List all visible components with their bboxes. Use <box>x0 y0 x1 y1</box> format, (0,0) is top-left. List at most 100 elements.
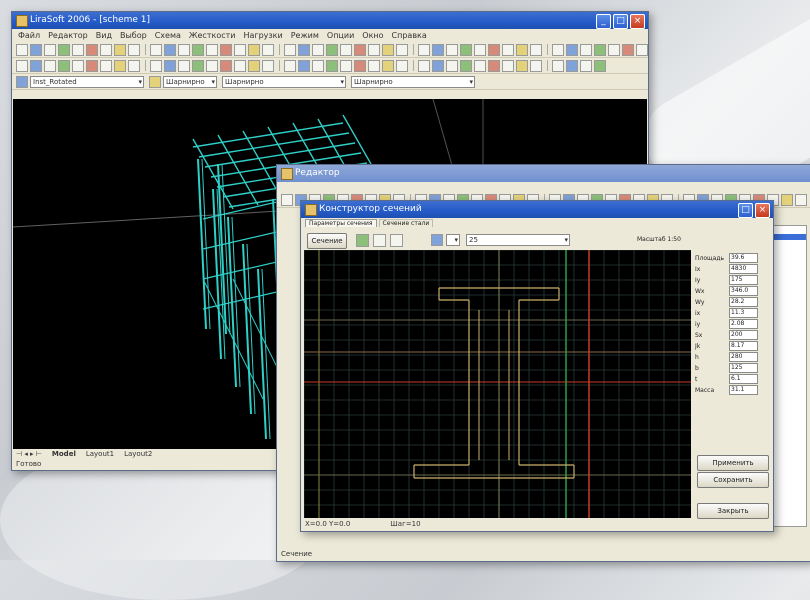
dimension-toggle-icon[interactable] <box>390 234 403 247</box>
toolbar-tool-icon[interactable] <box>552 43 564 56</box>
toolbar-tool-icon[interactable] <box>781 193 793 206</box>
toolbar-tool-icon[interactable] <box>622 43 634 56</box>
prop-value[interactable]: 4830 <box>729 264 758 274</box>
toolbar-tool-icon[interactable] <box>58 43 70 56</box>
menu-item[interactable]: Нагрузки <box>243 31 283 40</box>
section-canvas[interactable] <box>304 250 691 518</box>
toolbar-tool-icon[interactable] <box>164 59 176 72</box>
layer-combo[interactable]: Inst_Rotated <box>30 75 144 88</box>
prop-value[interactable]: 200 <box>729 330 758 340</box>
toolbar-tool-icon[interactable] <box>248 59 260 72</box>
toolbar-tool-icon[interactable] <box>396 43 408 56</box>
toolbar-tool-icon[interactable] <box>418 59 430 72</box>
close-dialog-button[interactable]: Закрыть <box>697 503 769 519</box>
menu-item[interactable]: Опции <box>326 31 355 40</box>
toolbar-tool-icon[interactable] <box>368 59 380 72</box>
toolbar-tool-icon[interactable] <box>552 59 564 72</box>
toolbar-tool-icon[interactable] <box>488 43 500 56</box>
toolbar-tool-icon[interactable] <box>262 43 274 56</box>
toolbar-tool-icon[interactable] <box>220 59 232 72</box>
toolbar-tool-icon[interactable] <box>460 43 472 56</box>
maximize-button[interactable]: □ <box>613 14 628 29</box>
toolbar-tool-icon[interactable] <box>72 43 84 56</box>
toolbar-tool-icon[interactable] <box>284 43 296 56</box>
toolbar-tool-icon[interactable] <box>128 59 140 72</box>
menu-item[interactable]: Режим <box>290 31 319 40</box>
toolbar-tool-icon[interactable] <box>44 59 56 72</box>
toolbar-tool-icon[interactable] <box>178 43 190 56</box>
toolbar-tool-icon[interactable] <box>312 59 324 72</box>
toolbar-tool-icon[interactable] <box>594 59 606 72</box>
toolbar-tool-icon[interactable] <box>326 59 338 72</box>
layer-icon[interactable] <box>16 75 28 88</box>
toolbar-tool-icon[interactable] <box>432 43 444 56</box>
lineweight-combo[interactable]: Шарнирно <box>351 75 475 88</box>
prop-value[interactable]: 39.6 <box>729 253 758 263</box>
toolbar-tool-icon[interactable] <box>100 59 112 72</box>
minimize-button[interactable]: _ <box>596 14 611 29</box>
toolbar-tool-icon[interactable] <box>206 59 218 72</box>
toolbar-tool-icon[interactable] <box>284 59 296 72</box>
menu-item[interactable]: Жесткости <box>188 31 236 40</box>
save-button[interactable]: Сохранить <box>697 472 769 488</box>
tab-section-params[interactable]: Параметры сечения <box>305 219 377 227</box>
toolbar-tool-icon[interactable] <box>298 43 310 56</box>
toolbar-tool-icon[interactable] <box>368 43 380 56</box>
outline-toggle-icon[interactable] <box>373 234 386 247</box>
toolbar-tool-icon[interactable] <box>326 43 338 56</box>
prop-value[interactable]: 175 <box>729 275 758 285</box>
toolbar-tool-icon[interactable] <box>248 43 260 56</box>
toolbar-tool-icon[interactable] <box>580 59 592 72</box>
toolbar-tool-icon[interactable] <box>72 59 84 72</box>
toolbar-tool-icon[interactable] <box>58 59 70 72</box>
menu-item[interactable]: Редактор <box>48 31 88 40</box>
toolbar-tool-icon[interactable] <box>298 59 310 72</box>
toolbar-tool-icon[interactable] <box>636 43 648 56</box>
toolbar-tool-icon[interactable] <box>382 43 394 56</box>
toolbar-tool-icon[interactable] <box>566 59 578 72</box>
toolbar-tool-icon[interactable] <box>30 59 42 72</box>
toolbar-tool-icon[interactable] <box>30 43 42 56</box>
profile-icon[interactable] <box>431 234 443 246</box>
toolbar-tool-icon[interactable] <box>114 43 126 56</box>
menu-item[interactable]: Справка <box>391 31 427 40</box>
toolbar-tool-icon[interactable] <box>474 43 486 56</box>
toolbar-tool-icon[interactable] <box>206 43 218 56</box>
toolbar-tool-icon[interactable] <box>150 43 162 56</box>
toolbar-tool-icon[interactable] <box>516 59 528 72</box>
toolbar-tool-icon[interactable] <box>16 59 28 72</box>
menu-item[interactable]: Схема <box>154 31 181 40</box>
tab-model[interactable]: Model <box>51 450 76 458</box>
toolbar-tool-icon[interactable] <box>580 43 592 56</box>
apply-button[interactable]: Применить <box>697 455 769 471</box>
menu-item[interactable]: Окно <box>362 31 384 40</box>
toolbar-tool-icon[interactable] <box>488 59 500 72</box>
sections-button[interactable]: Сечение <box>307 233 347 249</box>
toolbar-tool-icon[interactable] <box>594 43 606 56</box>
menu-item[interactable]: Вид <box>95 31 112 40</box>
toolbar-tool-icon[interactable] <box>100 43 112 56</box>
color-combo[interactable]: Шарнирно <box>163 75 217 88</box>
toolbar-tool-icon[interactable] <box>608 43 620 56</box>
toolbar-tool-icon[interactable] <box>502 43 514 56</box>
toolbar-tool-icon[interactable] <box>354 43 366 56</box>
toolbar-tool-icon[interactable] <box>340 59 352 72</box>
toolbar-tool-icon[interactable] <box>432 59 444 72</box>
toolbar-tool-icon[interactable] <box>234 59 246 72</box>
toolbar-tool-icon[interactable] <box>460 59 472 72</box>
prop-value[interactable]: 11.3 <box>729 308 758 318</box>
toolbar-tool-icon[interactable] <box>86 59 98 72</box>
toolbar-tool-icon[interactable] <box>502 59 514 72</box>
toolbar-tool-icon[interactable] <box>418 43 430 56</box>
dialog-close-button[interactable]: × <box>755 203 770 218</box>
toolbar-tool-icon[interactable] <box>354 59 366 72</box>
linetype-combo[interactable]: Шарнирно <box>222 75 346 88</box>
toolbar-tool-icon[interactable] <box>446 43 458 56</box>
toolbar-tool-icon[interactable] <box>446 59 458 72</box>
toolbar-tool-icon[interactable] <box>86 43 98 56</box>
prop-value[interactable]: 8.17 <box>729 341 758 351</box>
toolbar-tool-icon[interactable] <box>396 59 408 72</box>
fill-toggle-icon[interactable] <box>356 234 369 247</box>
toolbar-tool-icon[interactable] <box>178 59 190 72</box>
toolbar-tool-icon[interactable] <box>262 59 274 72</box>
